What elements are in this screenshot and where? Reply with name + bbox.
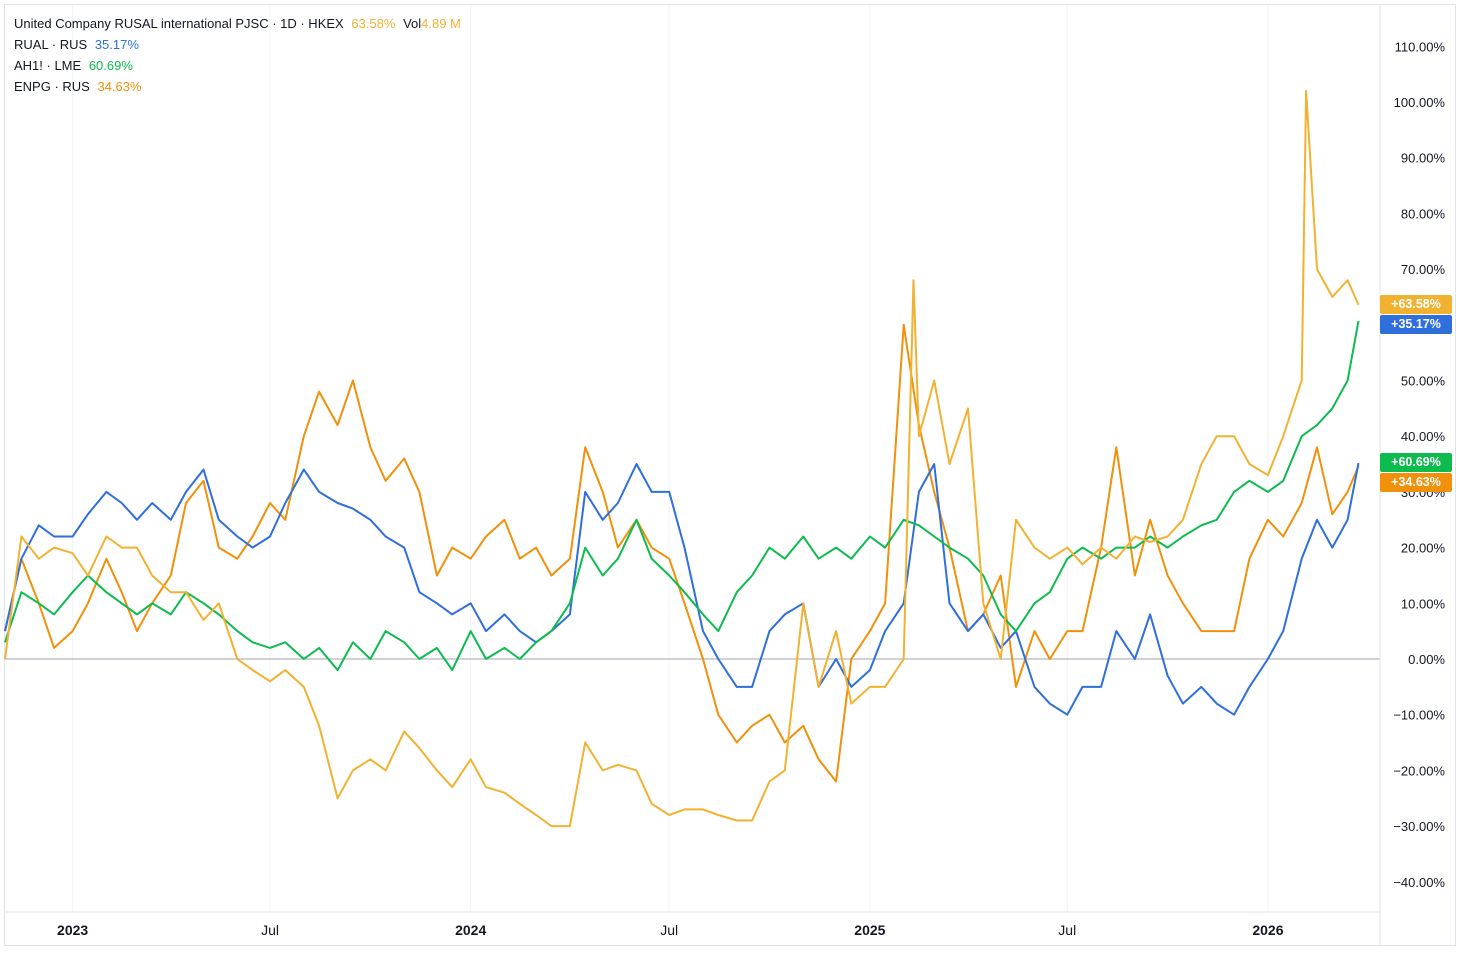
series-line bbox=[4, 89, 1360, 828]
legend-symbol: ENPG · RUS bbox=[14, 79, 90, 94]
x-tick-label: Jul bbox=[660, 922, 678, 938]
series-layer bbox=[4, 89, 1360, 828]
y-tick-label: −10.00% bbox=[1393, 708, 1445, 723]
last-value-badge-rusal: +63.58% bbox=[1380, 294, 1452, 314]
y-tick-label: 110.00% bbox=[1395, 39, 1446, 54]
x-tick-label: 2023 bbox=[57, 922, 88, 938]
last-value-badge-rual: +35.17% bbox=[1380, 314, 1452, 334]
grid bbox=[5, 5, 1380, 912]
y-tick-label: 20.00% bbox=[1401, 541, 1446, 556]
y-tick-label: 80.00% bbox=[1401, 206, 1446, 221]
legend-vol-label: Vol bbox=[403, 16, 422, 31]
y-tick-label: 40.00% bbox=[1401, 429, 1446, 444]
chart-frame bbox=[4, 4, 1456, 946]
legend: United Company RUSAL international PJSC … bbox=[14, 13, 461, 97]
x-tick-label: 2025 bbox=[854, 922, 885, 938]
y-tick-label: −40.00% bbox=[1393, 875, 1445, 890]
legend-vol-value: 4.89 M bbox=[421, 16, 461, 31]
y-tick-label: −30.00% bbox=[1393, 819, 1445, 834]
last-value-badge-enpg: +34.63% bbox=[1380, 473, 1452, 493]
y-tick-label: 100.00% bbox=[1394, 95, 1446, 110]
legend-symbol: RUAL · RUS bbox=[14, 37, 88, 52]
y-tick-label: 90.00% bbox=[1401, 151, 1446, 166]
legend-row-rual[interactable]: RUAL · RUS 35.17% bbox=[14, 34, 461, 55]
legend-main-symbol: United Company RUSAL international PJSC … bbox=[14, 16, 344, 31]
last-value-badge-ah1: +60.69% bbox=[1380, 453, 1452, 473]
legend-change: 34.63% bbox=[97, 79, 142, 94]
x-tick-label: 2024 bbox=[455, 922, 486, 938]
legend-change: 35.17% bbox=[94, 37, 139, 52]
legend-main-change: 63.58% bbox=[351, 16, 396, 31]
legend-row-enpg[interactable]: ENPG · RUS 34.63% bbox=[14, 76, 461, 97]
y-tick-label: 50.00% bbox=[1401, 374, 1446, 389]
x-tick-label: 2026 bbox=[1252, 922, 1283, 938]
series-line bbox=[4, 320, 1360, 672]
legend-main[interactable]: United Company RUSAL international PJSC … bbox=[14, 13, 461, 34]
axes: 2023 Jul 2024 Jul 2025 Jul 2026 110.00% 100.00% 9… bbox=[5, 5, 1445, 946]
x-tick-label: Jul bbox=[261, 922, 279, 938]
y-tick-label: 0.00% bbox=[1408, 652, 1445, 667]
y-tick-label: −20.00% bbox=[1393, 763, 1445, 778]
y-tick-label: 70.00% bbox=[1401, 262, 1446, 277]
legend-change: 60.69% bbox=[88, 58, 133, 73]
legend-row-ah1[interactable]: AH1! · LME 60.69% bbox=[14, 55, 461, 76]
series-line bbox=[4, 323, 1360, 783]
x-tick-label: Jul bbox=[1058, 922, 1076, 938]
y-tick-label: 10.00% bbox=[1401, 596, 1446, 611]
legend-symbol: AH1! · LME bbox=[14, 58, 82, 73]
series-line bbox=[4, 462, 1360, 716]
